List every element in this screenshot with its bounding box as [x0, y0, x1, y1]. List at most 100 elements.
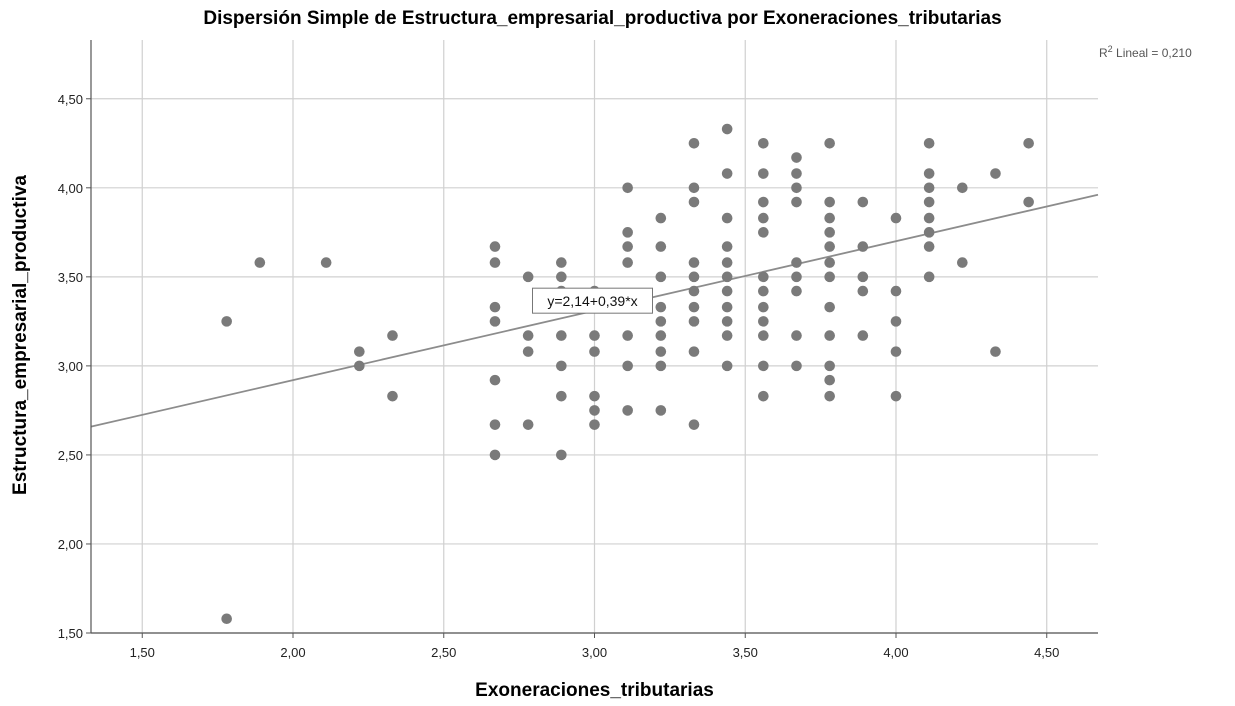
data-point	[990, 346, 1001, 357]
fit-equation-box: y=2,14+0,39*x	[532, 287, 653, 314]
data-point	[957, 257, 968, 268]
data-point	[221, 316, 232, 327]
x-tick-label: 4,50	[1034, 645, 1059, 660]
x-tick-label: 3,50	[733, 645, 758, 660]
data-point	[824, 360, 835, 372]
data-point	[655, 405, 667, 416]
data-point	[721, 330, 733, 341]
data-point	[354, 360, 365, 372]
data-point	[489, 316, 501, 327]
data-point	[655, 316, 667, 327]
data-point	[824, 271, 835, 283]
data-point	[721, 271, 733, 283]
data-point	[622, 182, 633, 194]
y-tick-label: 1,50	[58, 626, 83, 641]
data-point	[890, 390, 902, 402]
data-point	[489, 241, 501, 252]
data-point	[923, 182, 935, 194]
data-point	[721, 316, 733, 327]
data-point	[655, 271, 667, 283]
data-point	[522, 419, 534, 430]
equation-box	[532, 287, 653, 314]
data-point	[758, 316, 769, 327]
data-point	[857, 241, 869, 252]
data-points	[221, 123, 1034, 625]
data-point	[688, 196, 700, 208]
data-point	[758, 196, 769, 208]
data-point	[791, 330, 802, 341]
data-point	[758, 301, 769, 313]
data-point	[589, 390, 600, 402]
data-point	[622, 257, 633, 268]
data-point	[791, 182, 802, 194]
data-point	[721, 212, 733, 224]
data-point	[489, 257, 501, 268]
data-point	[758, 390, 769, 402]
x-tick-label: 4,00	[883, 645, 908, 660]
data-point	[522, 346, 534, 357]
r2-value: Lineal = 0,210	[1112, 46, 1192, 60]
data-point	[758, 212, 769, 224]
data-point	[655, 212, 667, 224]
data-point	[221, 613, 232, 625]
data-point	[890, 316, 902, 327]
y-tick-label: 4,00	[58, 181, 83, 196]
data-point	[622, 405, 633, 416]
data-point	[758, 227, 769, 238]
data-point	[857, 196, 869, 208]
data-point	[824, 257, 835, 268]
data-point	[857, 330, 869, 341]
y-tick-label: 2,50	[58, 448, 83, 463]
data-point	[824, 390, 835, 402]
data-point	[556, 257, 567, 268]
data-point	[688, 285, 700, 297]
data-point	[824, 301, 835, 313]
data-point	[923, 241, 935, 252]
data-point	[622, 360, 633, 372]
data-point	[923, 168, 935, 179]
data-point	[655, 360, 667, 372]
data-point	[522, 271, 534, 283]
axes	[86, 40, 1098, 638]
data-point	[721, 285, 733, 297]
data-point	[622, 227, 633, 238]
r-squared-label: R2 Lineal = 0,210	[1099, 44, 1192, 60]
y-tick-label: 3,50	[58, 270, 83, 285]
data-point	[489, 374, 501, 386]
y-tick-label: 2,00	[58, 537, 83, 552]
data-point	[354, 346, 365, 357]
data-point	[489, 419, 501, 430]
data-point	[556, 449, 567, 461]
data-point	[791, 168, 802, 179]
data-point	[857, 271, 869, 283]
data-point	[556, 360, 567, 372]
data-point	[1023, 196, 1034, 208]
data-point	[957, 182, 968, 194]
data-point	[387, 390, 398, 402]
data-point	[791, 285, 802, 297]
data-point	[824, 137, 835, 149]
data-point	[254, 257, 266, 268]
data-point	[791, 196, 802, 208]
data-point	[688, 346, 700, 357]
x-tick-label: 1,50	[130, 645, 155, 660]
data-point	[890, 212, 902, 224]
data-point	[791, 360, 802, 372]
data-point	[721, 360, 733, 372]
data-point	[489, 301, 501, 313]
data-point	[688, 301, 700, 313]
x-tick-label: 2,00	[280, 645, 305, 660]
data-point	[824, 196, 835, 208]
data-point	[688, 419, 700, 430]
data-point	[824, 212, 835, 224]
chart-title: Dispersión Simple de Estructura_empresar…	[203, 8, 1002, 29]
y-tick-label: 3,00	[58, 359, 83, 374]
data-point	[857, 285, 869, 297]
data-point	[589, 405, 600, 416]
data-point	[890, 346, 902, 357]
data-point	[721, 257, 733, 268]
data-point	[758, 330, 769, 341]
data-point	[758, 271, 769, 283]
data-point	[791, 257, 802, 268]
